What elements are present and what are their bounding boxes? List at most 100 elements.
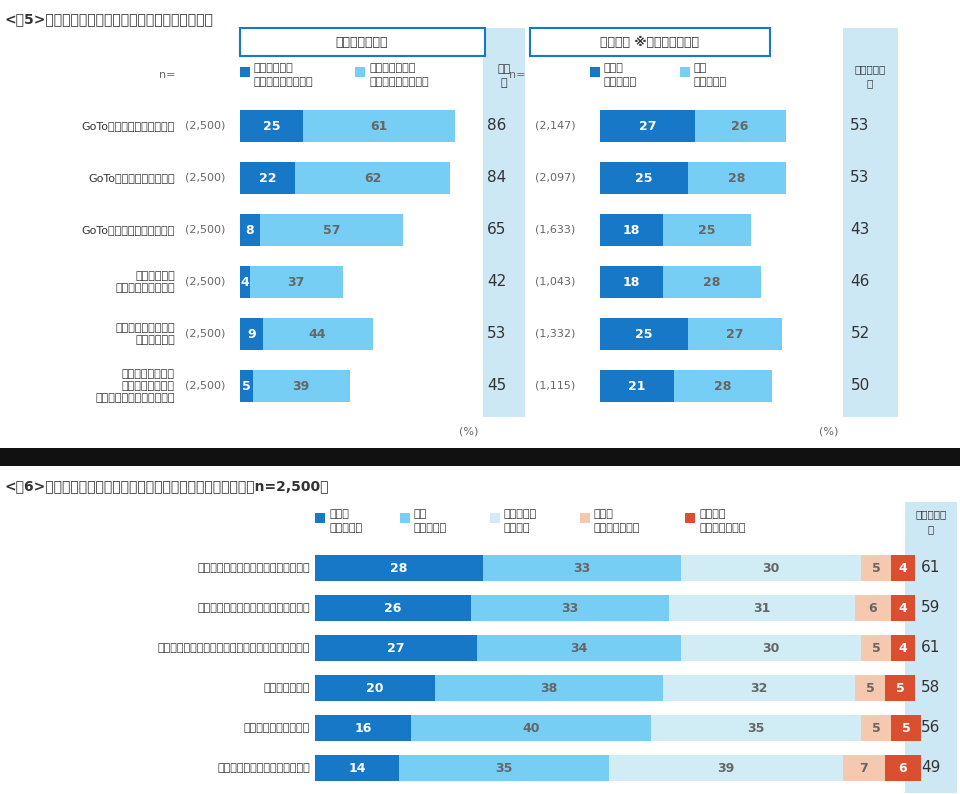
Text: 35: 35 [495, 761, 513, 774]
Bar [681, 635, 861, 661]
Text: 5: 5 [872, 722, 880, 734]
Bar [240, 67, 250, 77]
Text: 25: 25 [635, 172, 653, 184]
Text: 経済効果に期待: 経済効果に期待 [264, 683, 310, 693]
Bar [590, 67, 600, 77]
Bar [891, 595, 915, 621]
Bar [580, 513, 590, 523]
Text: 28: 28 [714, 380, 732, 392]
Text: 46: 46 [851, 275, 870, 290]
Text: 5: 5 [901, 722, 910, 734]
Text: 39: 39 [293, 380, 310, 392]
Text: 45: 45 [488, 379, 507, 394]
Text: 5: 5 [896, 681, 904, 695]
Text: n=: n= [509, 70, 525, 80]
Text: <図6>訪日外国人観光客の受け入れに対する意識（単一回答：n=2,500）: <図6>訪日外国人観光客の受け入れに対する意識（単一回答：n=2,500） [5, 479, 329, 493]
Text: 57: 57 [323, 223, 340, 237]
Text: 28: 28 [391, 561, 408, 575]
Text: 認知・利用状況: 認知・利用状況 [336, 36, 388, 48]
Bar [411, 715, 651, 741]
Text: 34: 34 [570, 642, 588, 654]
Text: 49: 49 [922, 761, 941, 776]
Text: 33: 33 [573, 561, 590, 575]
Text: 知っているが、: 知っているが、 [369, 63, 416, 73]
Bar [250, 266, 343, 298]
Bar [240, 162, 295, 194]
Text: どちらとも: どちらとも [504, 509, 538, 519]
Bar [315, 513, 325, 523]
Bar [891, 635, 915, 661]
Text: 認知: 認知 [497, 64, 511, 74]
Text: 4: 4 [899, 561, 907, 575]
Bar [315, 755, 399, 781]
Bar [663, 675, 855, 701]
Bar [240, 28, 485, 56]
Bar [891, 715, 921, 741]
Bar [861, 715, 891, 741]
Text: とても: とても [604, 63, 624, 73]
Text: 44: 44 [309, 327, 326, 341]
Bar [240, 370, 252, 402]
Text: 個人観光客増加による感染拡大が不安: 個人観光客増加による感染拡大が不安 [198, 603, 310, 613]
Text: 27: 27 [726, 327, 743, 341]
Bar [483, 555, 681, 581]
Text: 43: 43 [851, 222, 870, 237]
Bar [315, 555, 483, 581]
Bar [680, 67, 690, 77]
Text: 61: 61 [922, 641, 941, 656]
Text: あまり: あまり [594, 509, 613, 519]
Bar [687, 318, 782, 350]
Text: 65: 65 [488, 222, 507, 237]
Text: 50: 50 [851, 379, 870, 394]
Text: 32: 32 [751, 681, 768, 695]
Text: 39: 39 [717, 761, 734, 774]
Text: 計: 計 [501, 78, 507, 88]
Text: 58: 58 [922, 680, 941, 696]
Bar [669, 595, 855, 621]
Text: あてはまらない: あてはまらない [594, 523, 640, 533]
Text: 61: 61 [922, 561, 941, 576]
Bar [315, 675, 435, 701]
Text: 25: 25 [262, 120, 280, 133]
Text: 計: 計 [928, 524, 934, 534]
Text: GoToトラベルキャンペーン: GoToトラベルキャンペーン [82, 121, 175, 131]
Text: 5: 5 [872, 561, 880, 575]
Bar [252, 370, 350, 402]
Text: 52: 52 [851, 326, 870, 341]
Bar [861, 555, 891, 581]
Text: 84: 84 [488, 171, 507, 186]
Text: 28: 28 [728, 172, 745, 184]
Text: がんばろう！
商店街キャンペーン: がんばろう！ 商店街キャンペーン [115, 272, 175, 293]
Text: 4: 4 [899, 642, 907, 654]
Text: まったく: まったく [699, 509, 726, 519]
Bar [240, 214, 260, 246]
Text: 18: 18 [623, 276, 640, 288]
Bar [490, 513, 500, 523]
Text: 31: 31 [754, 602, 771, 615]
Text: 53: 53 [851, 118, 870, 133]
Text: 街ににぎわいが戻ることに期待: 街ににぎわいが戻ることに期待 [217, 763, 310, 773]
Text: あてはまる: あてはまる [329, 523, 362, 533]
Text: 5: 5 [866, 681, 875, 695]
Text: (2,500): (2,500) [185, 173, 226, 183]
Text: 56: 56 [922, 720, 941, 735]
Text: 42: 42 [488, 275, 507, 290]
Text: 26: 26 [732, 120, 749, 133]
Text: (2,097): (2,097) [535, 173, 576, 183]
Text: 4: 4 [241, 276, 250, 288]
Text: やや: やや [414, 509, 427, 519]
Text: 利用したことはない: 利用したことはない [369, 77, 428, 87]
Text: 利用したい: 利用したい [694, 77, 727, 87]
Text: 28: 28 [704, 276, 721, 288]
Bar [905, 502, 957, 793]
Text: 5: 5 [242, 380, 251, 392]
Text: 27: 27 [638, 120, 656, 133]
Text: 53: 53 [488, 326, 507, 341]
Bar [600, 162, 687, 194]
Text: 利用したい: 利用したい [854, 64, 886, 74]
Text: 30: 30 [762, 561, 780, 575]
Text: 22: 22 [259, 172, 276, 184]
Bar [885, 755, 921, 781]
Text: 27: 27 [387, 642, 405, 654]
Text: 6: 6 [869, 602, 877, 615]
